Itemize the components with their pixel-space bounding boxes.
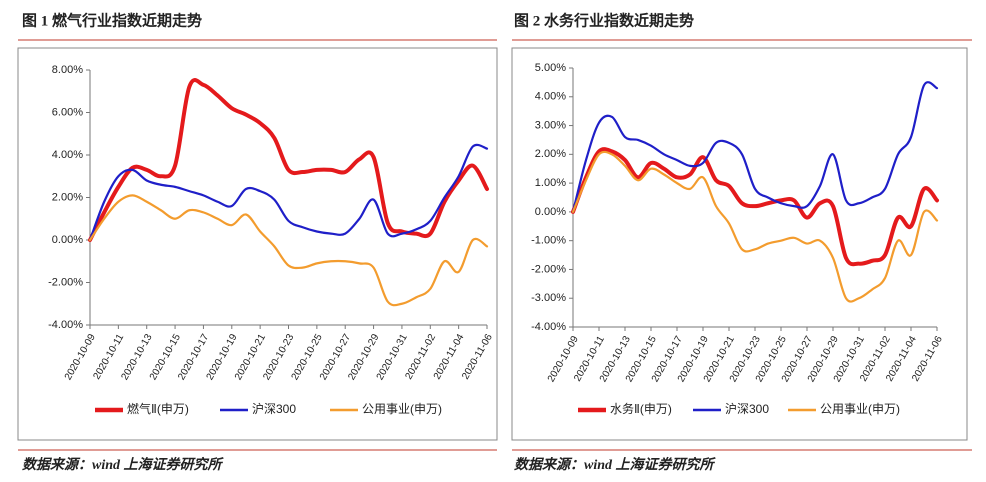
y-tick-label: 1.00% [535,177,566,189]
legend-label: 公用事业(申万) [362,402,442,416]
legend-label: 公用事业(申万) [820,402,900,416]
series-line [571,147,939,267]
y-tick-label: 5.00% [535,62,566,74]
y-tick-label: 2.00% [535,148,566,160]
series-line [571,81,939,213]
y-tick-label: 4.00% [52,149,83,161]
y-tick-label: 2.00% [52,191,83,203]
y-tick-label: -4.00% [48,319,83,331]
y-tick-label: 0.00% [535,206,566,218]
chart-title: 图 2 水务行业指数近期走势 [514,11,694,29]
y-tick-label: 3.00% [535,119,566,131]
chart-title: 图 1 燃气行业指数近期走势 [22,11,202,29]
source-note: 数据来源：wind 上海证券研究所 [514,456,717,473]
y-tick-label: -2.00% [48,276,83,288]
y-tick-label: 8.00% [52,64,83,76]
chart-frame [17,47,498,441]
series-line [571,150,939,303]
y-tick-label: 6.00% [52,106,83,118]
y-tick-label: -4.00% [531,321,566,333]
series-line [88,143,489,242]
source-note: 数据来源：wind 上海证券研究所 [22,456,225,473]
y-tick-label: 0.00% [52,234,83,246]
legend-label: 水务Ⅱ(申万) [610,401,672,416]
y-tick-label: -2.00% [531,263,566,275]
chart-frame [511,47,968,441]
y-tick-label: -1.00% [531,235,566,247]
y-tick-label: -3.00% [531,292,566,304]
series-line [88,78,489,242]
legend-label: 沪深300 [252,402,296,416]
legend-label: 燃气Ⅱ(申万) [127,401,189,416]
y-tick-label: 4.00% [535,91,566,103]
series-line [88,194,489,307]
legend-label: 沪深300 [725,402,769,416]
